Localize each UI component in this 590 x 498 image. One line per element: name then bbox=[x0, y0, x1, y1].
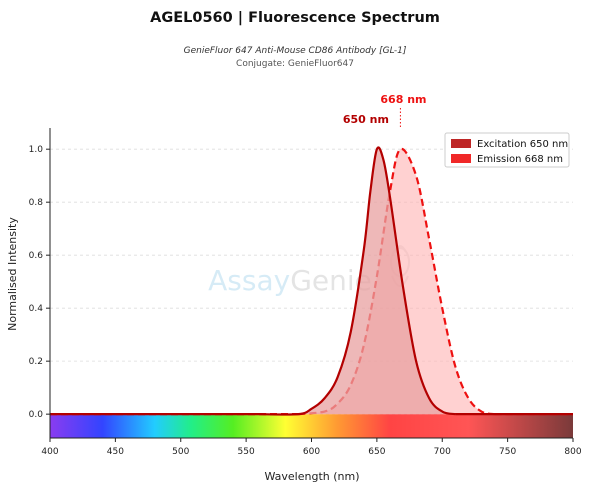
legend-entry-0: Excitation 650 nm bbox=[477, 139, 568, 150]
conjugate-label: Conjugate: GenieFluor647 bbox=[236, 59, 354, 69]
y-tick-label: 0.6 bbox=[29, 251, 44, 261]
legend-swatch-0 bbox=[451, 139, 471, 148]
y-tick-label: 1.0 bbox=[29, 145, 44, 155]
visible-spectrum-bar bbox=[50, 414, 573, 438]
x-axis-ticks: 400 450 500 550 600 650 700 750 800 bbox=[41, 438, 582, 457]
x-tick-label: 500 bbox=[172, 447, 189, 457]
peak-labels: 650 nm 668 nm bbox=[343, 93, 427, 128]
x-tick-label: 800 bbox=[564, 447, 581, 457]
excitation-peak-label: 650 nm bbox=[343, 113, 389, 126]
x-axis-label: Wavelength (nm) bbox=[264, 470, 359, 483]
y-axis-ticks: 0.0 0.2 0.4 0.6 0.8 1.0 bbox=[29, 145, 50, 420]
legend: Excitation 650 nm Emission 668 nm bbox=[444, 132, 570, 168]
x-tick-label: 550 bbox=[238, 447, 255, 457]
x-tick-label: 400 bbox=[41, 447, 58, 457]
watermark-part1: Assay bbox=[208, 264, 290, 297]
svg-text:AssayGenie: AssayGenie bbox=[208, 264, 372, 297]
x-tick-label: 750 bbox=[499, 447, 516, 457]
series-line-0 bbox=[50, 146, 573, 416]
x-tick-label: 600 bbox=[303, 447, 320, 457]
legend-swatch-1 bbox=[451, 154, 471, 163]
y-tick-label: 0.4 bbox=[29, 304, 44, 314]
series-layer bbox=[50, 146, 573, 416]
series-area-0 bbox=[259, 147, 456, 415]
legend-entry-1: Emission 668 nm bbox=[477, 154, 563, 165]
chart-title: AGEL0560 | Fluorescence Spectrum bbox=[150, 10, 440, 26]
chart-subtitle: GenieFluor 647 Anti-Mouse CD86 Antibody … bbox=[183, 46, 407, 56]
x-tick-label: 650 bbox=[368, 447, 385, 457]
legend-box bbox=[444, 132, 570, 168]
x-tick-label: 700 bbox=[434, 447, 451, 457]
y-tick-label: 0.8 bbox=[29, 198, 44, 208]
y-tick-label: 0.0 bbox=[29, 410, 44, 420]
x-tick-label: 450 bbox=[107, 447, 124, 457]
y-axis-label: Normalised Intensity bbox=[6, 217, 19, 331]
y-tick-label: 0.2 bbox=[29, 357, 43, 367]
emission-peak-label: 668 nm bbox=[380, 93, 426, 106]
